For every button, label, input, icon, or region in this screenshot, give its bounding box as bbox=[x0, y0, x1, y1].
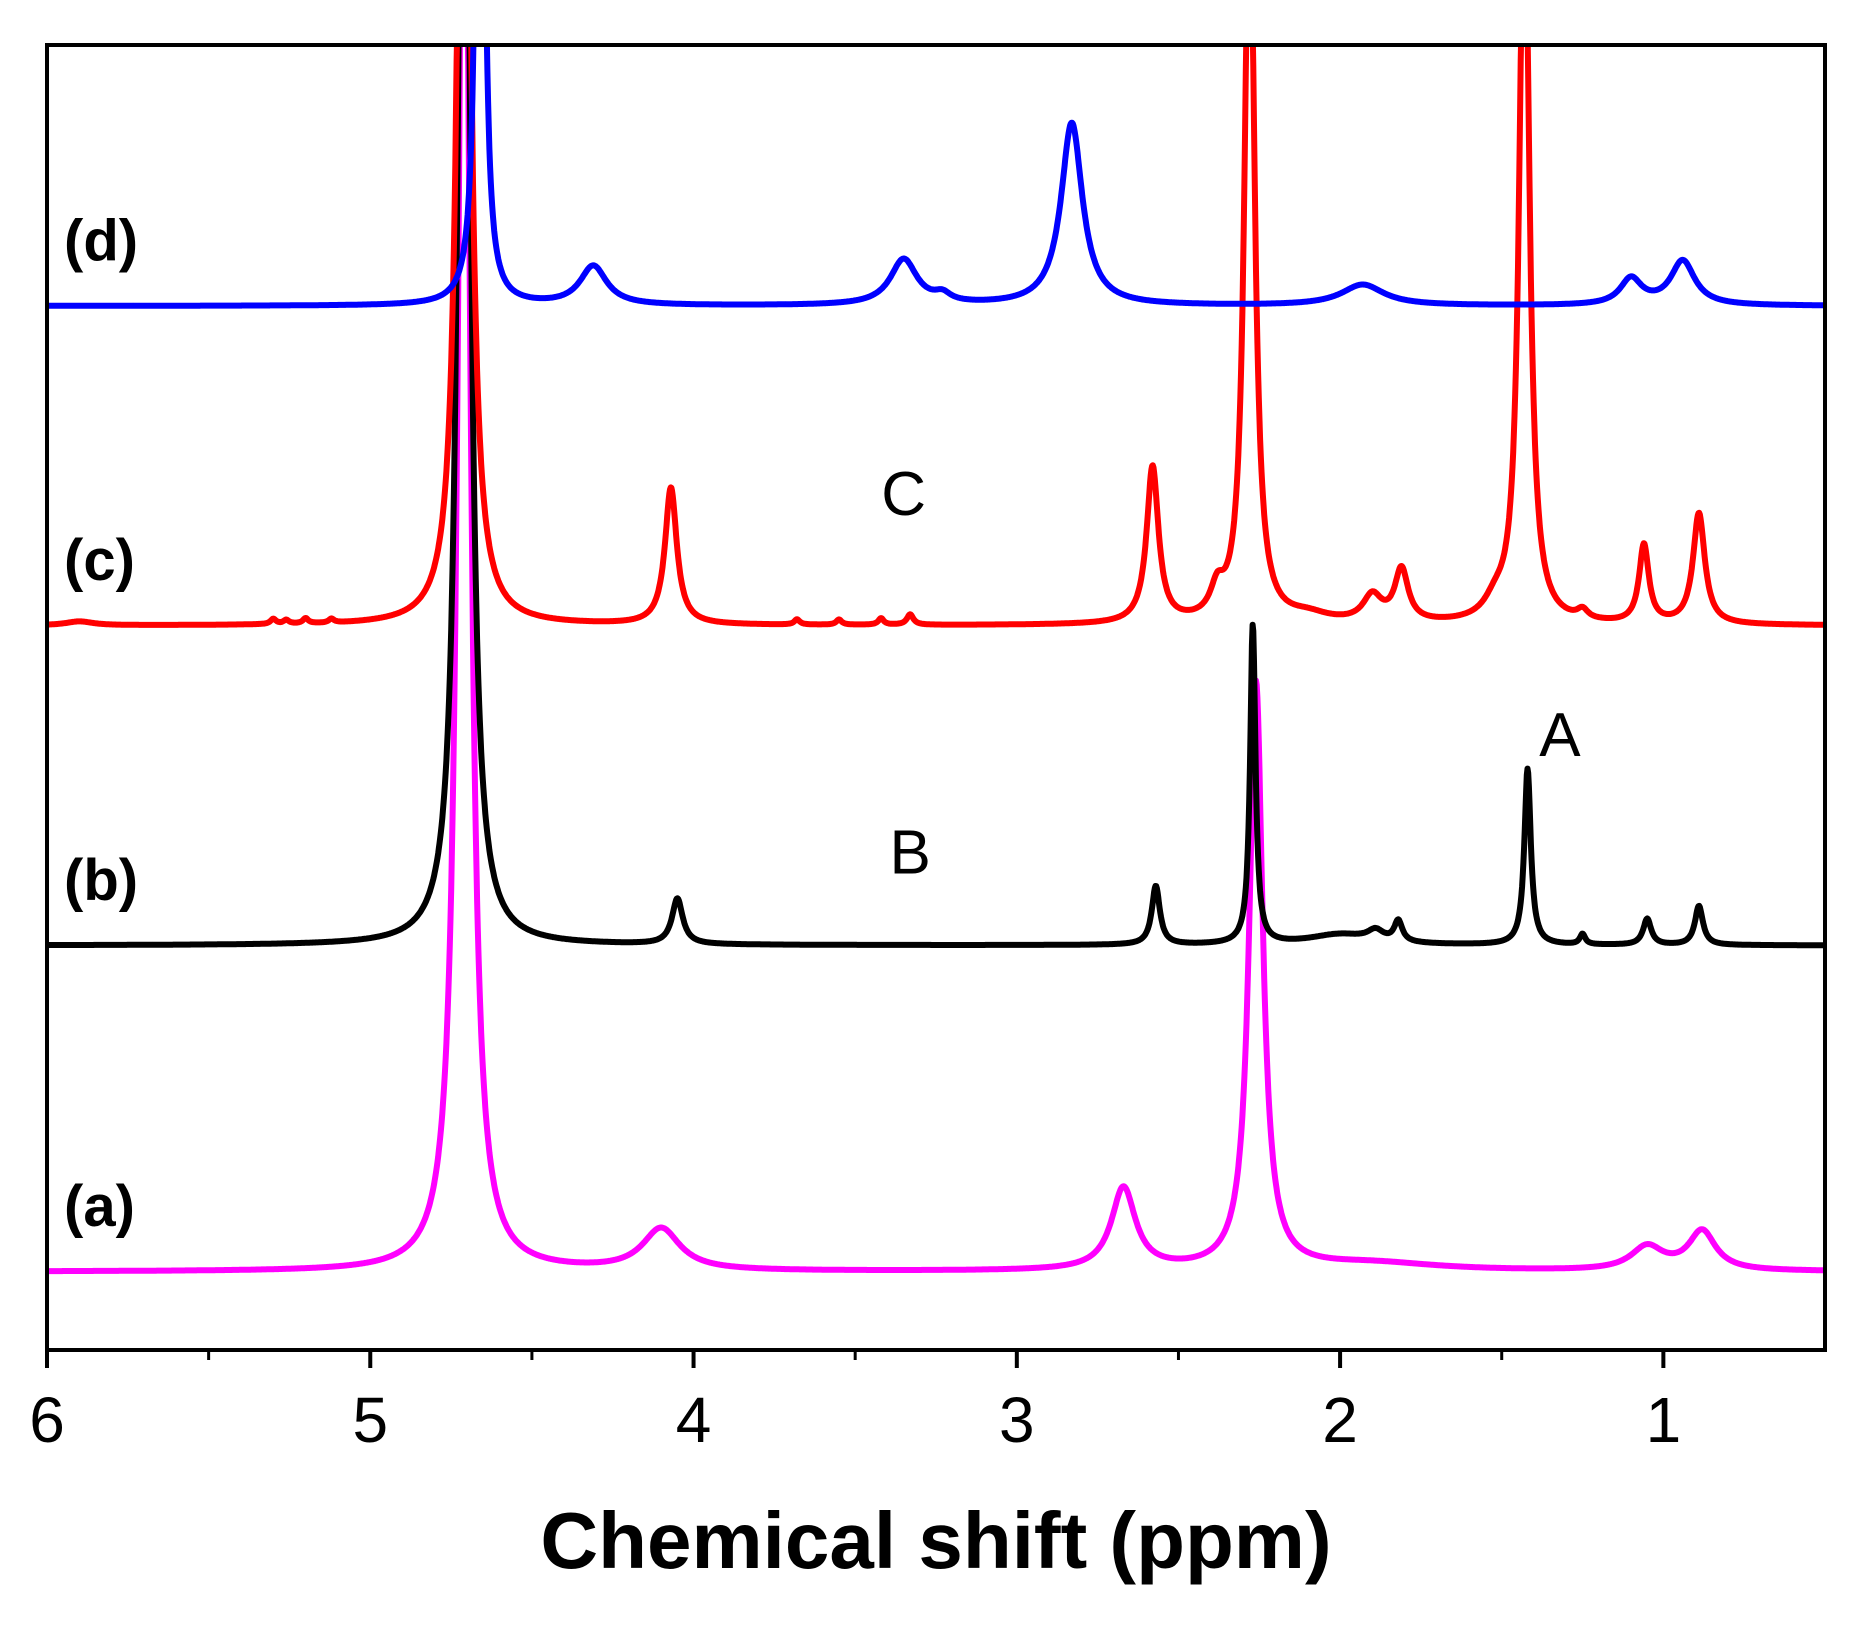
spectrum-line-a bbox=[47, 45, 1825, 1275]
plot-frame bbox=[45, 43, 1827, 1352]
trace-label-a: (a) bbox=[64, 1174, 135, 1239]
x-axis-tick-labels: 6 5 4 3 2 1 bbox=[29, 1384, 1681, 1456]
x-tick-label: 2 bbox=[1322, 1384, 1358, 1456]
x-axis-ticks bbox=[45, 1350, 1666, 1368]
x-tick-label: 1 bbox=[1646, 1384, 1682, 1456]
x-axis-title: Chemical shift (ppm) bbox=[540, 1496, 1331, 1585]
spectrum-line-d bbox=[47, 45, 1825, 309]
trace-labels: (a) (b) (c) (d) bbox=[64, 208, 138, 1239]
x-tick-label: 5 bbox=[352, 1384, 388, 1456]
annotation-b: B bbox=[889, 819, 930, 888]
spectrum-traces bbox=[47, 45, 1825, 1275]
annotation-c: C bbox=[881, 460, 926, 529]
peak-annotations: A B C bbox=[881, 460, 1581, 888]
spectrum-line-b bbox=[47, 45, 1825, 949]
x-tick-label: 4 bbox=[676, 1384, 712, 1456]
x-tick-label: 3 bbox=[999, 1384, 1035, 1456]
annotation-a: A bbox=[1539, 701, 1581, 770]
spectrum-line-c bbox=[47, 45, 1825, 628]
trace-label-c: (c) bbox=[64, 528, 135, 593]
trace-label-b: (b) bbox=[64, 848, 138, 913]
x-tick-label: 6 bbox=[29, 1384, 65, 1456]
trace-label-d: (d) bbox=[64, 208, 138, 273]
